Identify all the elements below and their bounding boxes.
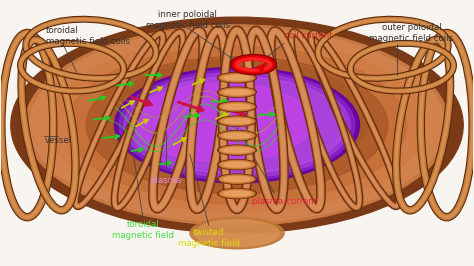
Ellipse shape [190,217,284,249]
Ellipse shape [11,17,463,233]
Ellipse shape [218,102,256,112]
Ellipse shape [25,25,449,225]
Ellipse shape [86,57,388,194]
Ellipse shape [219,102,255,111]
Ellipse shape [133,83,312,162]
Ellipse shape [219,131,255,140]
Ellipse shape [224,105,250,109]
Ellipse shape [221,132,253,139]
Ellipse shape [30,28,444,222]
Ellipse shape [110,62,364,183]
Ellipse shape [105,59,369,180]
Ellipse shape [218,73,256,83]
Text: plasma: plasma [151,176,182,185]
Ellipse shape [224,134,250,138]
Ellipse shape [128,76,346,174]
Ellipse shape [119,67,355,178]
Ellipse shape [115,67,359,183]
Ellipse shape [224,192,250,196]
Text: toroidal
magnetic field coils: toroidal magnetic field coils [46,26,130,46]
Ellipse shape [143,76,331,163]
Ellipse shape [221,176,253,182]
Ellipse shape [218,160,256,170]
Ellipse shape [221,89,253,95]
Text: toroidal
magnetic field: toroidal magnetic field [112,220,174,240]
Ellipse shape [218,87,256,97]
Ellipse shape [218,131,256,141]
Ellipse shape [219,146,255,154]
Ellipse shape [124,67,350,172]
Text: plasma current: plasma current [252,197,317,206]
Ellipse shape [224,148,250,152]
Text: twisted
magnetic field: twisted magnetic field [178,228,240,248]
Ellipse shape [195,220,279,246]
Ellipse shape [219,88,255,96]
Ellipse shape [67,46,407,204]
Ellipse shape [221,118,253,124]
Ellipse shape [48,38,426,212]
Ellipse shape [133,72,341,167]
Ellipse shape [124,72,350,178]
Ellipse shape [218,189,256,198]
Ellipse shape [221,147,253,153]
Text: outer poloidal
magnetic field coils: outer poloidal magnetic field coils [369,23,453,43]
Ellipse shape [219,73,255,82]
Ellipse shape [25,25,449,225]
Ellipse shape [221,103,253,110]
Ellipse shape [221,74,253,81]
Ellipse shape [152,80,322,159]
Ellipse shape [224,76,250,80]
Ellipse shape [224,119,250,123]
Text: vessel: vessel [44,136,72,146]
Text: coil current: coil current [284,31,333,40]
Ellipse shape [152,78,322,157]
Ellipse shape [35,30,439,220]
Ellipse shape [221,161,253,168]
Ellipse shape [219,160,255,169]
Ellipse shape [138,70,336,165]
Text: inner poloidal
magnetic field coils: inner poloidal magnetic field coils [146,10,229,30]
Ellipse shape [128,72,346,172]
Ellipse shape [219,175,255,183]
Ellipse shape [218,174,256,184]
Ellipse shape [224,90,250,94]
Ellipse shape [218,145,256,155]
Ellipse shape [224,163,250,167]
Ellipse shape [221,190,253,197]
Ellipse shape [218,116,256,126]
Ellipse shape [219,117,255,125]
Ellipse shape [224,177,250,181]
Ellipse shape [119,70,355,180]
Ellipse shape [219,189,255,198]
Ellipse shape [171,86,303,149]
